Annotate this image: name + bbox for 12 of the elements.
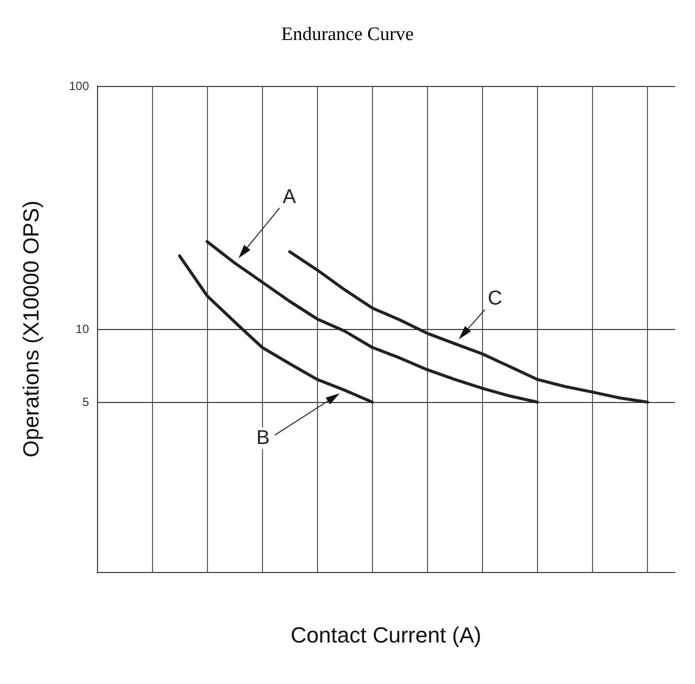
text: B	[256, 427, 270, 450]
y-tick-label: 10	[76, 322, 90, 336]
text: C	[488, 288, 502, 310]
text: A	[282, 186, 297, 208]
y-tick-label: 5	[82, 395, 90, 410]
y-tick-label: 100	[68, 79, 90, 93]
y-axis-title: Operations (X10000 OPS)	[18, 200, 44, 458]
x-axis-title: Contact Current (A)	[290, 622, 482, 648]
line-series	[178, 254, 374, 404]
chart-title: Endurance Curve	[281, 24, 414, 45]
line-series	[288, 250, 649, 404]
line-series	[206, 240, 539, 404]
